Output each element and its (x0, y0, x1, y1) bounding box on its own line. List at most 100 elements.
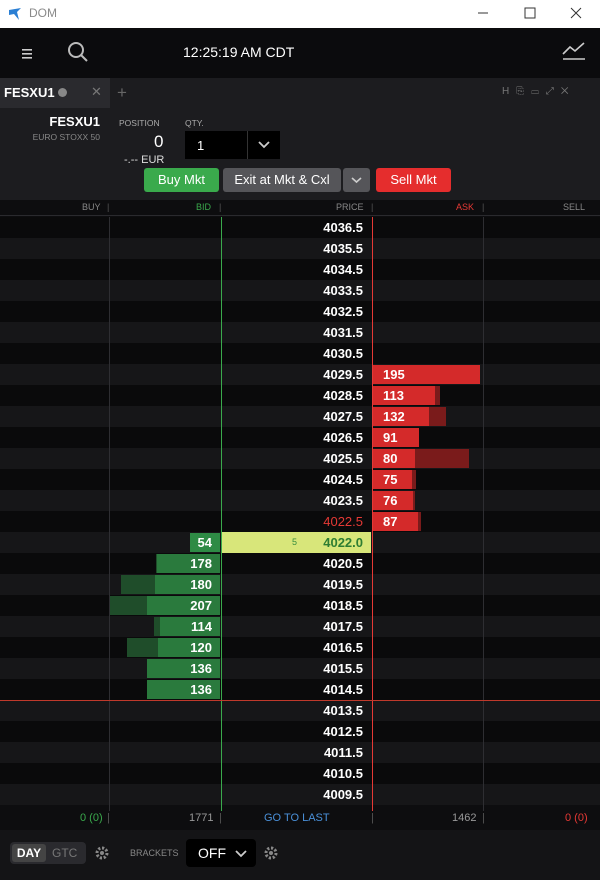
ladder-row[interactable]: 4010.5 (0, 763, 600, 784)
price-cell[interactable]: 4023.5 (323, 493, 363, 508)
bid-size[interactable]: 114 (191, 619, 212, 634)
bid-size[interactable]: 207 (190, 598, 212, 613)
panel-controls-icons[interactable]: H⎘▭⤢✕ (502, 86, 576, 97)
ladder-row[interactable]: 4031.5 (0, 322, 600, 343)
ask-size[interactable]: 87 (383, 514, 398, 529)
price-column-header: PRICE (336, 202, 364, 212)
ask-size[interactable]: 195 (383, 367, 405, 382)
quantity-dropdown-button[interactable] (247, 131, 280, 159)
price-cell[interactable]: 4031.5 (323, 325, 363, 340)
price-cell[interactable]: 4026.5 (323, 430, 363, 445)
ladder-row[interactable]: 195 4029.5 (0, 364, 600, 385)
price-cell[interactable]: 4028.5 (323, 388, 363, 403)
price-cell[interactable]: 4027.5 (323, 409, 363, 424)
ladder-row[interactable]: 4009.5 (0, 784, 600, 805)
minimize-icon (478, 12, 488, 14)
sell-market-button[interactable]: Sell Mkt (376, 168, 451, 192)
search-icon[interactable] (66, 40, 90, 64)
maximize-button[interactable] (507, 0, 553, 28)
ladder-row[interactable]: 4033.5 (0, 280, 600, 301)
go-to-last-link[interactable]: GO TO LAST (264, 812, 330, 824)
chart-icon[interactable] (561, 40, 587, 62)
price-cell[interactable]: 4019.5 (323, 577, 363, 592)
close-tab-icon[interactable]: ✕ (91, 84, 102, 99)
ladder-row[interactable]: 113 4028.5 (0, 385, 600, 406)
ladder-row[interactable]: 178 4020.5 (0, 553, 600, 574)
ladder-row[interactable]: 207 4018.5 (0, 595, 600, 616)
ladder-row[interactable]: 4032.5 (0, 301, 600, 322)
price-cell[interactable]: 4017.5 (323, 619, 363, 634)
price-cell[interactable]: 4032.5 (323, 304, 363, 319)
ladder-row[interactable]: 114 4017.5 (0, 616, 600, 637)
price-cell[interactable]: 4011.5 (323, 745, 363, 760)
tif-gtc-option[interactable]: GTC (52, 846, 78, 860)
ladder-row[interactable]: 76 4023.5 (0, 490, 600, 511)
price-cell[interactable]: 4035.5 (323, 241, 363, 256)
ask-size[interactable]: 113 (383, 388, 404, 403)
ask-size[interactable]: 91 (383, 430, 398, 445)
ladder-row[interactable]: 136 4014.5 (0, 679, 600, 700)
price-cell[interactable]: 4012.5 (323, 724, 363, 739)
price-cell[interactable]: 4030.5 (323, 346, 363, 361)
ladder-row[interactable]: 132 4027.5 (0, 406, 600, 427)
price-cell[interactable]: 4013.5 (323, 703, 363, 718)
gear-icon[interactable] (263, 845, 279, 861)
ladder-row[interactable]: 120 4016.5 (0, 637, 600, 658)
tif-day-option[interactable]: DAY (12, 844, 46, 862)
bid-size[interactable]: 120 (190, 640, 212, 655)
price-cell[interactable]: 4009.5 (323, 787, 363, 802)
add-tab-icon[interactable]: + (117, 83, 127, 102)
bid-size[interactable]: 180 (190, 577, 212, 592)
ask-size-bar (373, 386, 436, 405)
price-cell[interactable]: 4029.5 (323, 367, 363, 382)
ladder-row[interactable]: 4030.5 (0, 343, 600, 364)
ladder-row[interactable]: 75 4024.5 (0, 469, 600, 490)
bid-size[interactable]: 178 (190, 556, 212, 571)
ladder-row[interactable]: 4034.5 (0, 259, 600, 280)
bid-size[interactable]: 54 (197, 535, 212, 550)
ask-size[interactable]: 132 (383, 409, 405, 424)
ask-size[interactable]: 76 (383, 493, 398, 508)
ladder-row[interactable]: 80 4025.5 (0, 448, 600, 469)
current-price-cell[interactable]: 4022.0 (221, 532, 371, 553)
price-cell[interactable]: 4015.5 (323, 661, 363, 676)
tab-fesxu1[interactable]: FESXU1 ✕ (0, 78, 110, 108)
ladder-row[interactable]: 87 4022.5 (0, 511, 600, 532)
close-window-button[interactable] (553, 0, 599, 28)
time-in-force-toggle: DAY GTC (10, 842, 86, 864)
price-cell[interactable]: 4025.5 (323, 451, 363, 466)
ladder-row[interactable]: 4013.5 (0, 700, 600, 721)
price-cell[interactable]: 4014.5 (323, 682, 363, 697)
ladder-row[interactable]: 180 4019.5 (0, 574, 600, 595)
quantity-input[interactable]: 1 (185, 131, 247, 159)
minimize-button[interactable] (460, 0, 506, 28)
bottom-bar: DAY GTC BRACKETS OFF (0, 830, 600, 880)
ladder-row[interactable]: 91 4026.5 (0, 427, 600, 448)
exit-market-cancel-button[interactable]: Exit at Mkt & Cxl (223, 168, 341, 192)
price-cell[interactable]: 4016.5 (323, 640, 363, 655)
price-cell[interactable]: 4022.5 (323, 514, 363, 529)
ask-size[interactable]: 80 (383, 451, 398, 466)
price-cell[interactable]: 4018.5 (323, 598, 363, 613)
exit-options-dropdown[interactable] (343, 168, 370, 192)
ladder-row[interactable]: 136 4015.5 (0, 658, 600, 679)
price-cell[interactable]: 4033.5 (323, 283, 363, 298)
ask-size[interactable]: 75 (383, 472, 398, 487)
price-cell[interactable]: 4036.5 (323, 220, 363, 235)
price-cell[interactable]: 4024.5 (323, 472, 363, 487)
price-cell[interactable]: 4010.5 (323, 766, 363, 781)
bid-size[interactable]: 136 (190, 682, 212, 697)
ladder-row[interactable]: 54 4022.0 5 (0, 532, 600, 553)
ladder-row[interactable]: 4012.5 (0, 721, 600, 742)
ladder-row[interactable]: 4035.5 (0, 238, 600, 259)
hamburger-menu-icon[interactable] (18, 44, 36, 62)
brackets-select[interactable]: OFF (186, 839, 256, 867)
price-cell[interactable]: 4020.5 (323, 556, 363, 571)
buy-market-button[interactable]: Buy Mkt (144, 168, 219, 192)
price-ladder[interactable]: 4036.5 4035.5 4034.5 4033.5 4032.5 4031.5 4030… (0, 217, 600, 811)
ladder-row[interactable]: 4036.5 (0, 217, 600, 238)
ladder-row[interactable]: 4011.5 (0, 742, 600, 763)
gear-icon[interactable] (94, 845, 110, 861)
price-cell[interactable]: 4034.5 (323, 262, 363, 277)
bid-size[interactable]: 136 (190, 661, 212, 676)
